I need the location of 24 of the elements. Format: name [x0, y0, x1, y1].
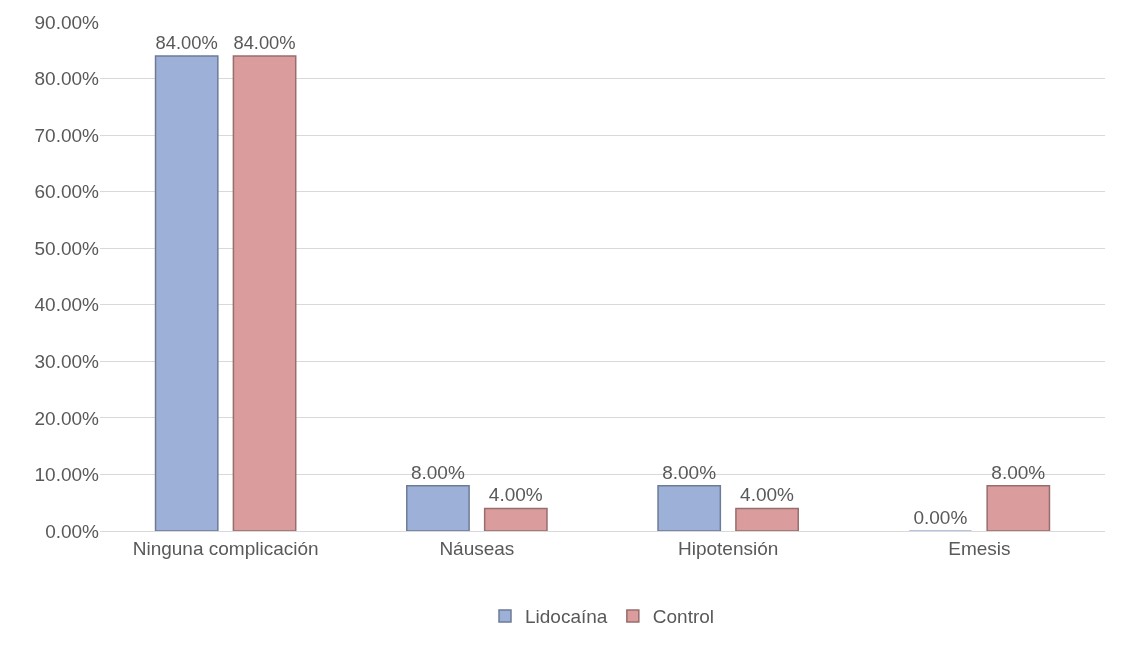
y-tick-label: 50.00%: [34, 237, 100, 259]
y-tick-label: 10.00%: [34, 464, 100, 486]
legend-label: Control: [652, 606, 715, 628]
y-tick-label: 0.00%: [45, 520, 100, 542]
y-tick-label: 30.00%: [34, 350, 100, 372]
x-tick-label: Náuseas: [439, 537, 515, 559]
legend-label: Lidocaína: [525, 606, 608, 628]
y-tick-label: 90.00%: [34, 11, 100, 33]
data-label: 8.00%: [410, 461, 465, 483]
y-tick-label: 60.00%: [34, 181, 100, 203]
y-tick-label: 20.00%: [34, 407, 100, 429]
data-label: 4.00%: [740, 484, 795, 506]
data-label: 8.00%: [991, 461, 1046, 483]
x-tick-label: Hipotensión: [677, 537, 779, 559]
x-tick-label: Ninguna complicación: [132, 537, 319, 559]
data-label: 84.00%: [155, 32, 218, 54]
y-tick-label: 80.00%: [34, 68, 100, 90]
data-label: 0.00%: [913, 507, 968, 528]
data-label: 4.00%: [488, 484, 543, 506]
data-label: 8.00%: [662, 461, 717, 483]
y-tick-label: 70.00%: [34, 124, 100, 146]
y-tick-label: 40.00%: [34, 294, 100, 316]
data-label: 84.00%: [233, 32, 296, 54]
x-tick-label: Emesis: [948, 537, 1011, 559]
